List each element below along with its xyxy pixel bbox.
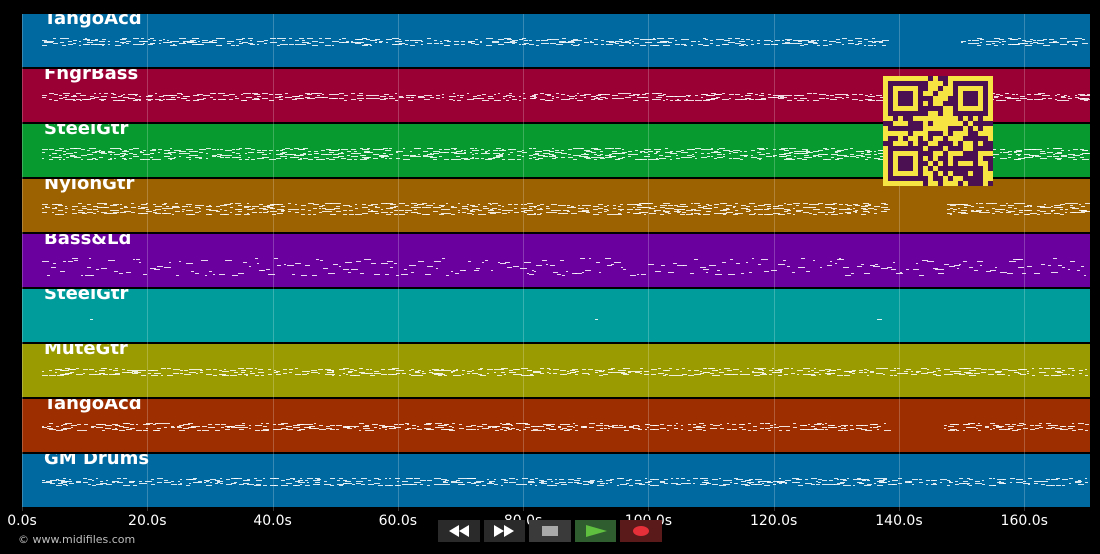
grid-line — [22, 14, 23, 511]
grid-line — [648, 14, 650, 511]
time-tick-label: 120.0s — [749, 513, 798, 529]
qr-code-image — [883, 76, 993, 186]
grid-line — [773, 14, 775, 511]
note-pattern — [42, 423, 1089, 431]
track-lane[interactable]: GM Drums — [22, 454, 1090, 509]
track-name: MuteGtr — [44, 344, 128, 359]
track-name: NylonGtr — [44, 179, 135, 194]
note-pattern — [42, 203, 1090, 215]
stop-button[interactable] — [529, 520, 571, 542]
copyright-text: © www.midifiles.com — [18, 533, 136, 546]
track-lane[interactable]: TangoAcd — [22, 399, 1090, 454]
track-lane[interactable]: Bass&Ld — [22, 234, 1090, 289]
note-pattern — [42, 258, 1086, 276]
track-lane[interactable]: MuteGtr — [22, 344, 1090, 399]
track-name: SteelGtr — [44, 124, 129, 139]
note-pattern — [42, 478, 1088, 486]
time-tick-label: 40.0s — [253, 513, 292, 529]
play-button[interactable] — [574, 520, 617, 542]
track-name: TangoAcd — [44, 14, 142, 29]
track-lane[interactable]: NylonGtr — [22, 179, 1090, 234]
grid-line — [397, 14, 399, 511]
track-lane[interactable]: TangoAcd — [22, 14, 1090, 69]
grid-line — [147, 14, 149, 511]
fast-forward-icon — [494, 525, 515, 537]
play-icon — [585, 525, 607, 537]
time-tick-label: 0.0s — [7, 513, 37, 529]
time-tick-label: 20.0s — [128, 513, 167, 529]
note-pattern — [42, 38, 1088, 46]
qr-code — [883, 76, 993, 186]
grid-line — [898, 14, 900, 511]
time-tick-label: 60.0s — [378, 513, 418, 529]
fast-forward-button[interactable] — [483, 520, 526, 542]
time-tick-label: 160.0s — [1000, 513, 1048, 529]
grid-line — [272, 14, 274, 511]
track-name: SteelGtr — [44, 289, 129, 304]
rewind-button[interactable] — [438, 520, 480, 542]
track-name: FngrBass — [44, 69, 139, 84]
track-lane[interactable]: SteelGtr — [22, 289, 1090, 344]
time-tick-label: 140.0s — [875, 513, 923, 529]
note-pattern — [42, 368, 1088, 376]
transport-controls — [438, 520, 662, 542]
track-name: Bass&Ld — [44, 234, 132, 249]
rewind-icon — [448, 525, 469, 537]
note-pattern — [42, 148, 1090, 160]
track-name: GM Drums — [44, 454, 150, 469]
note-pattern — [90, 319, 882, 320]
record-button[interactable] — [620, 520, 662, 542]
grid-line — [1024, 14, 1026, 511]
stop-icon — [541, 526, 558, 536]
grid-line — [523, 14, 525, 511]
track-name: TangoAcd — [44, 399, 142, 414]
record-icon — [633, 526, 650, 536]
